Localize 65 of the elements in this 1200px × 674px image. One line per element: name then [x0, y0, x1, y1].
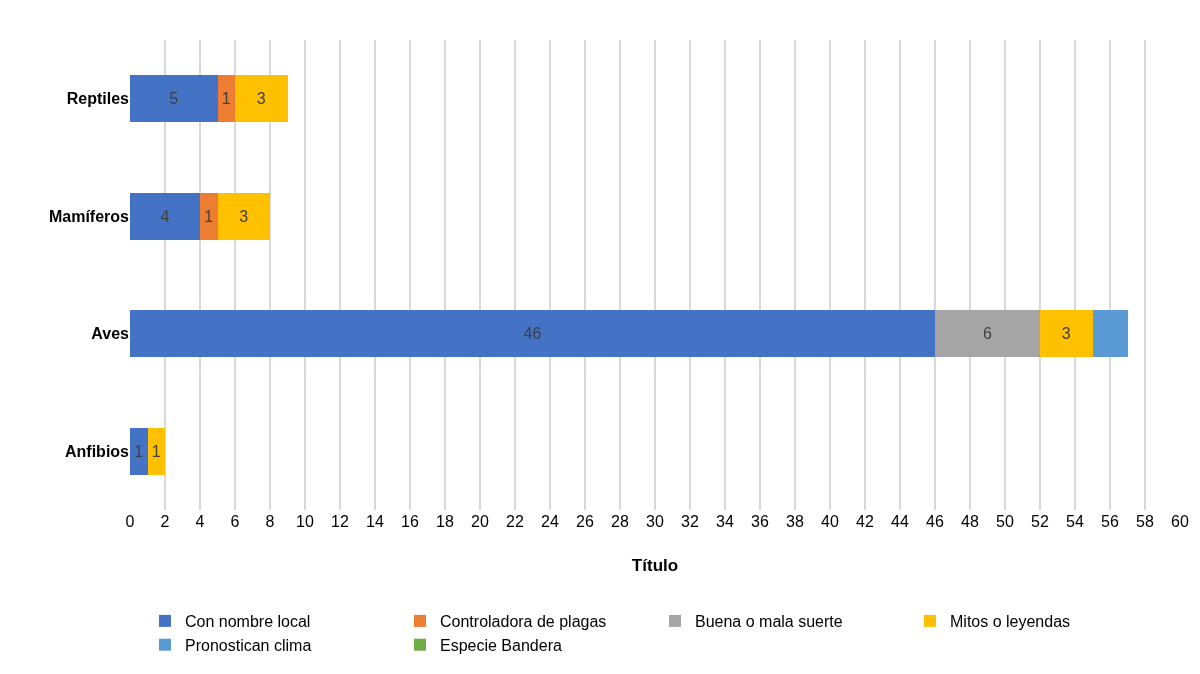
x-tick-label: 6 [230, 513, 240, 530]
x-tick-label: 0 [125, 513, 135, 530]
y-tick-label: Reptiles [66, 90, 130, 108]
x-tick-label: 34 [716, 513, 734, 530]
x-tick-label: 18 [436, 513, 454, 530]
legend-label: Controladora de plagas [440, 613, 607, 631]
bar [200, 192, 218, 240]
x-tick-label: 42 [856, 513, 874, 530]
data-label: 6 [983, 325, 992, 343]
x-tick-label: 58 [1136, 513, 1154, 530]
x-tick-label: 28 [611, 513, 629, 530]
bar [235, 75, 288, 123]
bar [147, 427, 165, 475]
x-tick-label: 4 [195, 513, 205, 530]
x-tick-label: 44 [891, 513, 909, 530]
x-tick-label: 16 [401, 513, 419, 530]
x-tick-label: 32 [681, 513, 699, 530]
data-label: 1 [151, 442, 161, 460]
x-tick-label: 2 [160, 513, 170, 530]
x-tick-label: 12 [331, 513, 349, 530]
x-tick-label: 24 [541, 513, 559, 530]
legend-label: Con nombre local [185, 613, 311, 631]
bar [130, 75, 218, 123]
x-tick-label: 8 [265, 513, 275, 530]
data-label: 1 [221, 90, 231, 108]
bar [130, 192, 200, 240]
legend-label: Especie Bandera [440, 636, 562, 654]
x-tick-label: 22 [506, 513, 524, 530]
data-label: 1 [134, 442, 144, 460]
x-tick-label: 36 [751, 513, 769, 530]
x-tick-label: 56 [1101, 513, 1119, 530]
x-tick-label: 20 [471, 513, 489, 530]
bar [217, 192, 270, 240]
bar [217, 75, 235, 123]
x-tick-label: 30 [646, 513, 664, 530]
x-tick-label: 10 [296, 513, 314, 530]
x-tick-label: 50 [996, 513, 1014, 530]
legend-label: Buena o mala suerte [695, 613, 843, 631]
x-tick-label: 40 [821, 513, 839, 530]
bar [130, 427, 148, 475]
data-label: 3 [256, 90, 266, 108]
x-tick-label: 46 [926, 513, 944, 530]
x-tick-label: 60 [1171, 513, 1189, 530]
data-label: 3 [239, 207, 249, 225]
x-tick-label: 26 [576, 513, 594, 530]
x-axis-title: Título [631, 556, 679, 575]
data-label: 1 [204, 207, 214, 225]
bar [1040, 310, 1093, 358]
data-label: 3 [1061, 325, 1071, 343]
x-tick-label: 14 [366, 513, 384, 530]
x-tick-label: 54 [1066, 513, 1084, 530]
data-label: 46 [523, 325, 542, 343]
y-tick-label: Aves [91, 325, 130, 343]
data-label: 5 [169, 90, 179, 108]
y-tick-label: Mamíferos [48, 207, 130, 225]
legend-label: Pronostican clima [185, 636, 312, 654]
x-tick-label: 38 [786, 513, 804, 530]
bar [935, 310, 1040, 358]
bar [1092, 310, 1128, 358]
data-label: 4 [160, 207, 170, 225]
y-tick-label: Anfibios [65, 442, 130, 460]
legend-label: Mitos o leyendas [950, 613, 1071, 631]
x-tick-label: 48 [961, 513, 979, 530]
bar [130, 310, 935, 358]
x-tick-label: 52 [1031, 513, 1049, 530]
